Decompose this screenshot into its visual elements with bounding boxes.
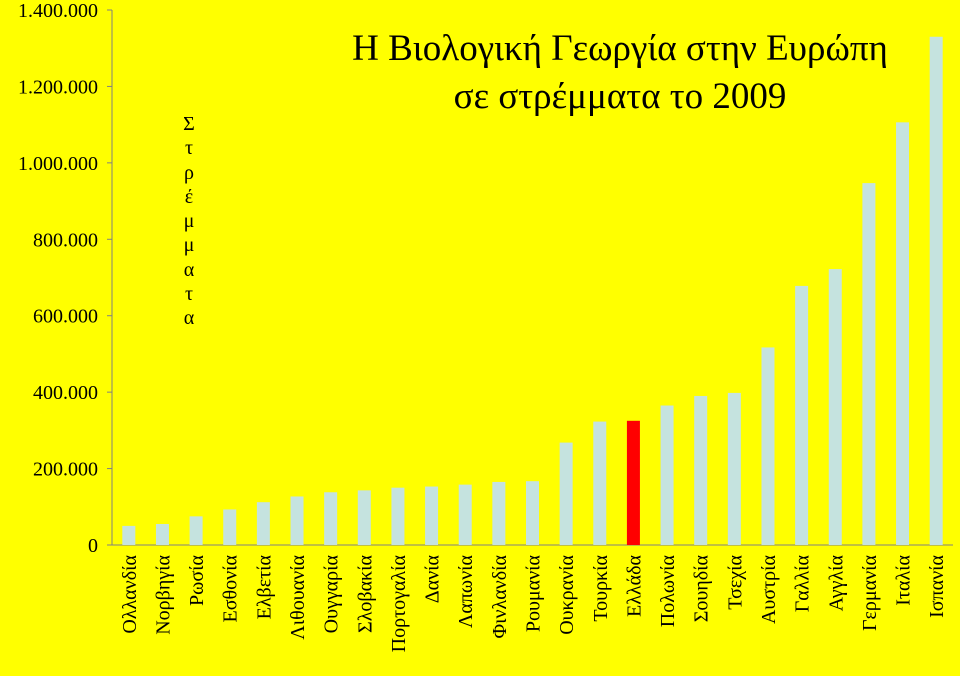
y-tick-label: 600.000 — [33, 306, 98, 328]
x-tick-label: Ισπανία — [926, 554, 948, 617]
bar-6 — [290, 496, 304, 545]
y-tick-label: 1.400.000 — [18, 0, 98, 22]
y-axis-label-letter: Σ — [183, 113, 195, 135]
x-tick-label: Σλοβακία — [354, 554, 376, 632]
x-tick-label: Ρουμανία — [523, 554, 545, 632]
y-axis-label-letter: α — [183, 258, 195, 281]
bar-19 — [727, 392, 741, 545]
bar-20 — [761, 347, 775, 545]
bar-18 — [694, 395, 708, 545]
x-tick-label: Ουκρανία — [556, 554, 578, 634]
y-tick-label: 200.000 — [33, 459, 98, 481]
bar-5 — [256, 502, 270, 545]
bar-9 — [391, 487, 405, 545]
x-tick-label: Τουρκία — [590, 554, 612, 621]
bar-2 — [155, 523, 169, 545]
chart-subtitle: σε στρέμματα το 2009 — [453, 76, 787, 117]
y-tick-label: 1.200.000 — [18, 76, 98, 98]
bar-7 — [324, 492, 338, 545]
y-axis-label-letter: α — [183, 307, 195, 330]
bars-group — [122, 36, 943, 545]
x-tick-label: Ελβετία — [253, 554, 275, 619]
x-tick-label: Ρωσία — [186, 554, 208, 605]
x-tick-label: Νορβηγία — [152, 554, 174, 634]
x-tick-label: Γερμανία — [859, 554, 881, 631]
x-tick-label: Πολωνία — [657, 554, 679, 627]
x-tick-label: Τσεχία — [724, 554, 746, 609]
bar-4 — [223, 509, 237, 545]
bar-15 — [593, 421, 607, 545]
bar-21 — [795, 285, 809, 545]
x-tick-label: Ολλανδία — [119, 554, 141, 633]
x-tick-label: Αυστρία — [758, 554, 780, 624]
bar-14 — [559, 442, 573, 545]
bar-3 — [189, 516, 203, 545]
x-tick-label: Σουηδία — [691, 554, 713, 622]
bar-8 — [357, 490, 371, 545]
y-axis-label-letter: τ — [184, 137, 194, 160]
x-tick-label: Δανία — [422, 554, 444, 603]
x-tick-label: Φινλανδία — [489, 554, 511, 638]
bar-25 — [929, 36, 943, 545]
bar-1 — [122, 525, 136, 545]
x-tick-label: Λιθουανία — [287, 554, 309, 639]
y-axis: 0 200.000 400.000 600.000 800.000 1.000.000 1.… — [18, 0, 953, 557]
y-axis-label-letter: έ — [184, 185, 194, 208]
bar-13 — [526, 481, 539, 545]
x-tick-label: Λαπωνία — [455, 554, 477, 628]
x-tick-label: Ελλάδα — [623, 554, 645, 617]
bar-24 — [896, 122, 910, 545]
bar-11 — [458, 484, 472, 545]
y-axis-label-letter: ρ — [184, 161, 194, 184]
y-axis-label-letter: μ — [183, 234, 195, 257]
bar-17 — [660, 405, 674, 545]
x-tick-label: Ουγγαρία — [321, 554, 343, 633]
y-axis-label-letter: μ — [183, 210, 195, 233]
y-tick-label: 800.000 — [33, 229, 98, 251]
bar-10 — [425, 486, 439, 545]
x-tick-labels: Ολλανδία Νορβηγία Ρωσία Εσθονία Ελβετία Λιθου… — [119, 554, 948, 652]
bar-12 — [492, 481, 506, 545]
x-tick-label: Εσθονία — [220, 554, 242, 622]
y-tick-label: 1.000.000 — [18, 153, 98, 175]
x-tick-label: Αγγλία — [825, 554, 847, 611]
y-tick-label: 400.000 — [33, 382, 98, 404]
x-tick-label: Ιταλία — [893, 554, 915, 605]
x-tick-label: Πορτογαλία — [388, 554, 410, 652]
y-axis-label-letter: τ — [184, 283, 194, 306]
y-tick-label: 0 — [88, 535, 98, 557]
bar-16 — [626, 420, 640, 545]
bar-22 — [828, 269, 842, 545]
x-tick-label: Γαλλία — [792, 554, 814, 612]
chart-title: Η Βιολογική Γεωργία στην Ευρώπη — [352, 28, 888, 69]
bar-23 — [862, 183, 876, 545]
